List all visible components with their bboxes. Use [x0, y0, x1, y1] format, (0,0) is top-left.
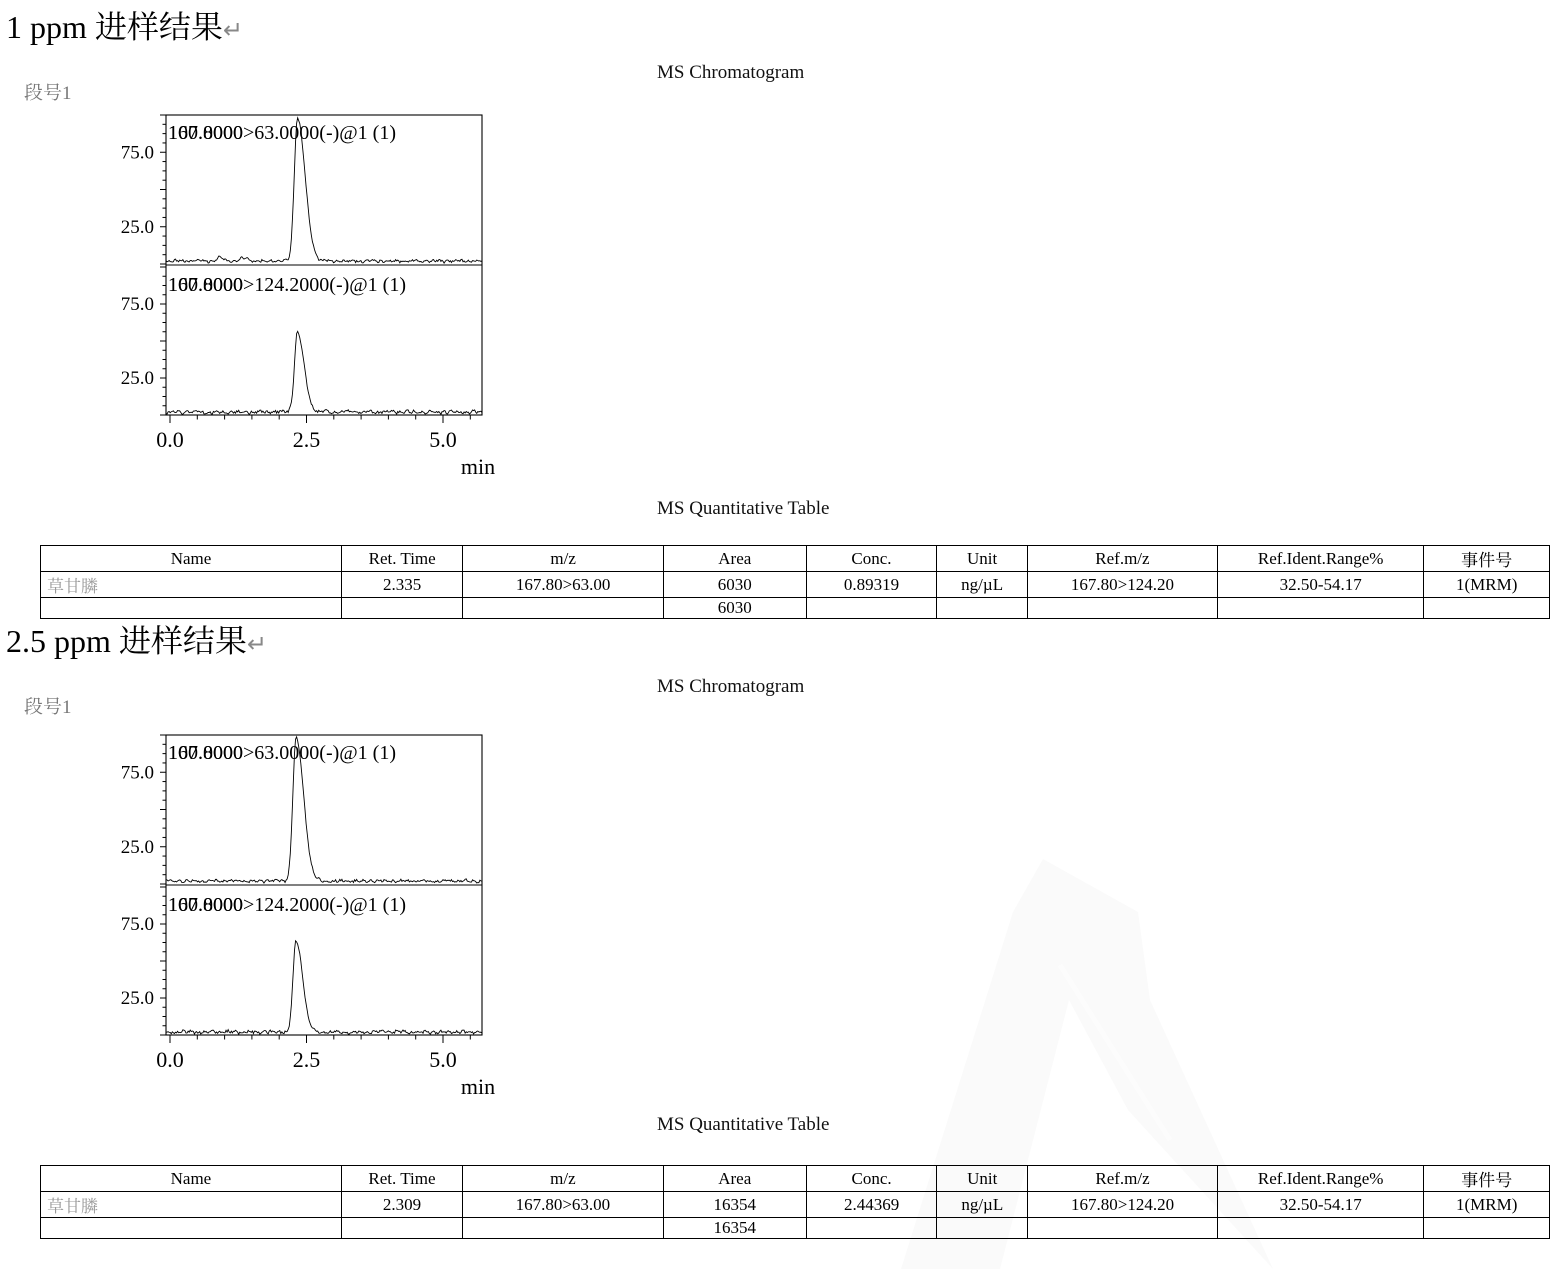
- svg-text:75.0: 75.0: [121, 142, 154, 163]
- svg-text:min: min: [461, 1074, 495, 1099]
- svg-text:75.0: 75.0: [121, 294, 154, 315]
- svg-text:167.8000>63.0000(-)@1 (1): 167.8000>63.0000(-)@1 (1): [168, 742, 396, 764]
- svg-text:0.0: 0.0: [156, 427, 184, 452]
- svg-text:167.8000>124.2000(-)@1 (1): 167.8000>124.2000(-)@1 (1): [168, 274, 406, 296]
- svg-text:0.0: 0.0: [156, 1047, 184, 1072]
- svg-text:2.5: 2.5: [293, 1047, 321, 1072]
- svg-text:25.0: 25.0: [121, 217, 154, 238]
- svg-text:2.5: 2.5: [293, 427, 321, 452]
- svg-text:5.0: 5.0: [429, 427, 457, 452]
- svg-text:min: min: [461, 454, 495, 479]
- svg-text:25.0: 25.0: [121, 837, 154, 858]
- svg-text:167.8000>63.0000(-)@1 (1): 167.8000>63.0000(-)@1 (1): [168, 122, 396, 144]
- svg-text:75.0: 75.0: [121, 914, 154, 935]
- svg-text:75.0: 75.0: [121, 762, 154, 783]
- svg-text:167.8000>124.2000(-)@1 (1): 167.8000>124.2000(-)@1 (1): [168, 894, 406, 916]
- svg-text:5.0: 5.0: [429, 1047, 457, 1072]
- svg-text:25.0: 25.0: [121, 368, 154, 389]
- svg-text:25.0: 25.0: [121, 988, 154, 1009]
